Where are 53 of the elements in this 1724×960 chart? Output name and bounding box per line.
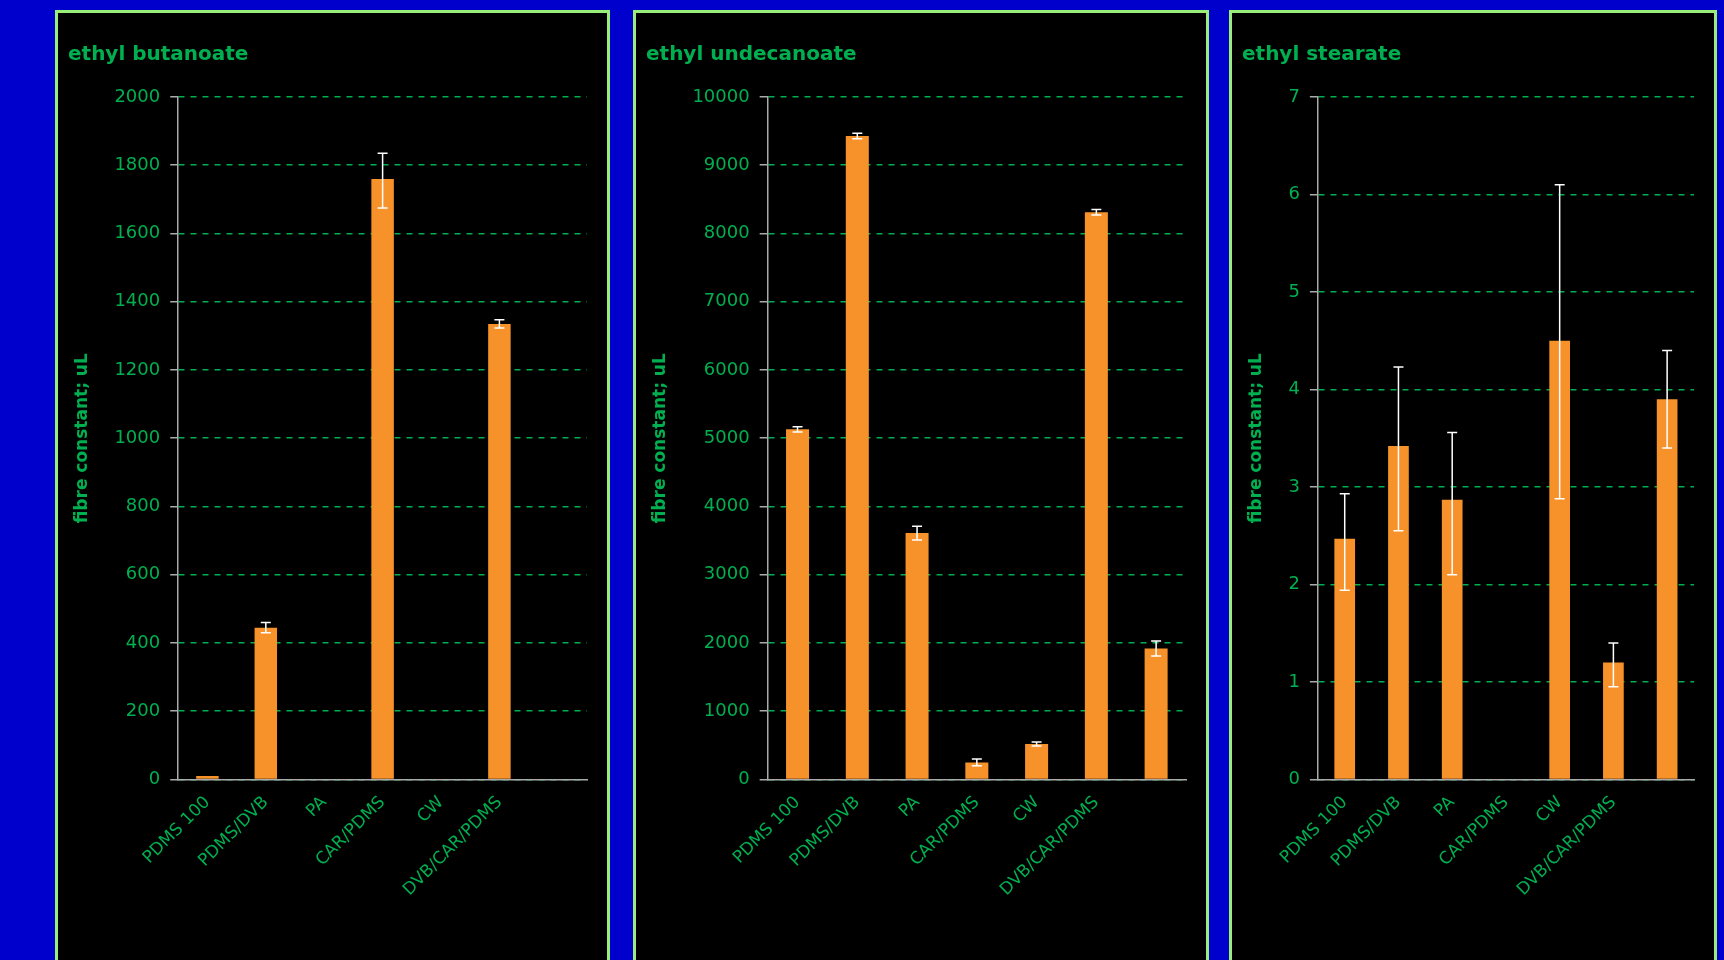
y-tick-label: 0 [738, 767, 750, 789]
bar [965, 762, 989, 779]
y-tick-label: 600 [125, 562, 161, 584]
bar [1334, 538, 1356, 779]
bar [488, 323, 511, 779]
bar [1388, 446, 1409, 779]
y-tick-label: 0 [1288, 767, 1300, 789]
y-tick-label: 4000 [703, 494, 750, 516]
bar [1025, 744, 1049, 779]
bar [905, 533, 929, 779]
bar [786, 429, 810, 779]
y-tick-label: 1 [1288, 669, 1300, 691]
y-tick-label: 9000 [703, 152, 750, 174]
bar [254, 627, 278, 779]
bar [1441, 499, 1463, 779]
bar [196, 776, 219, 779]
y-tick-label: 6000 [703, 357, 750, 379]
y-tick-label: 2000 [114, 84, 161, 106]
bar [371, 178, 394, 779]
y-tick-label: 10000 [692, 84, 750, 106]
y-tick-label: 1400 [114, 289, 161, 311]
bar [845, 135, 869, 779]
y-tick-label: 1600 [114, 221, 161, 243]
y-tick-label: 2000 [703, 630, 750, 652]
y-axis-title: fibre constant; uL [70, 353, 91, 524]
y-tick-label: 6 [1288, 182, 1300, 204]
chart-title: ethyl stearate [1242, 41, 1402, 66]
y-tick-label: 800 [125, 494, 161, 516]
y-tick-label: 7000 [703, 289, 750, 311]
y-tick-label: 1000 [114, 425, 161, 447]
bar [1084, 212, 1108, 779]
y-axis-title: fibre constant; uL [648, 353, 669, 524]
y-tick-label: 8000 [703, 221, 750, 243]
y-tick-label: 3 [1288, 474, 1300, 496]
y-tick-label: 2 [1288, 572, 1300, 594]
y-tick-label: 0 [148, 767, 161, 789]
bar [1656, 399, 1678, 779]
y-tick-label: 1200 [114, 357, 161, 379]
chart-title: ethyl butanoate [68, 41, 249, 66]
chart-title: ethyl undecanoate [646, 41, 857, 66]
y-tick-label: 5000 [703, 425, 750, 447]
y-tick-label: 400 [125, 630, 161, 652]
y-tick-label: 4 [1288, 377, 1300, 399]
y-tick-label: 1000 [703, 698, 750, 720]
y-axis-title: fibre constant; uL [1244, 353, 1265, 524]
bar [1549, 340, 1571, 779]
y-tick-label: 1800 [114, 152, 161, 174]
y-tick-label: 200 [125, 698, 161, 720]
y-tick-label: 3000 [703, 562, 750, 584]
bar [1603, 662, 1624, 779]
bar [1144, 648, 1168, 779]
y-tick-label: 7 [1288, 84, 1300, 106]
y-tick-label: 5 [1288, 279, 1300, 301]
